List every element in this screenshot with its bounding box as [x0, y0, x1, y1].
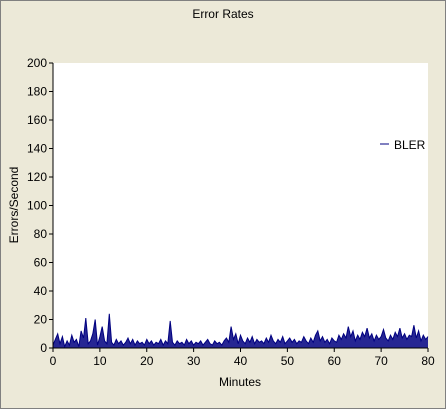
- x-tick-label: 80: [421, 354, 435, 368]
- x-tick-label: 0: [50, 354, 57, 368]
- y-tick-label: 40: [34, 284, 48, 298]
- x-tick-label: 20: [140, 354, 154, 368]
- y-tick-label: 0: [40, 341, 47, 355]
- y-tick-label: 60: [34, 256, 48, 270]
- y-tick-label: 100: [27, 199, 47, 213]
- x-tick-label: 70: [374, 354, 388, 368]
- y-tick-label: 120: [27, 170, 47, 184]
- chart-title: Error Rates: [192, 7, 253, 21]
- x-tick-label: 30: [187, 354, 201, 368]
- series-layer: [52, 313, 429, 349]
- y-axis-label: Errors/Second: [7, 167, 21, 244]
- y-tick-label: 140: [27, 142, 47, 156]
- y-tick-label: 80: [34, 227, 48, 241]
- y-tick-label: 20: [34, 313, 48, 327]
- x-tick-label: 10: [93, 354, 107, 368]
- x-tick-label: 60: [328, 354, 342, 368]
- plot-area: [53, 63, 428, 348]
- y-tick-label: 180: [27, 85, 47, 99]
- legend: BLER: [380, 138, 426, 152]
- series-line-bler: [52, 313, 429, 349]
- y-tick-label: 160: [27, 113, 47, 127]
- y-tick-label: 200: [27, 56, 47, 70]
- x-tick-label: 50: [281, 354, 295, 368]
- x-tick-label: 40: [234, 354, 248, 368]
- x-axis-label: Minutes: [219, 375, 261, 389]
- ticks-layer: 0 20 40 60 80 100 120 140 160 180 200 0 10 20 30 40 50 60…: [27, 56, 435, 368]
- legend-label-bler: BLER: [394, 138, 426, 152]
